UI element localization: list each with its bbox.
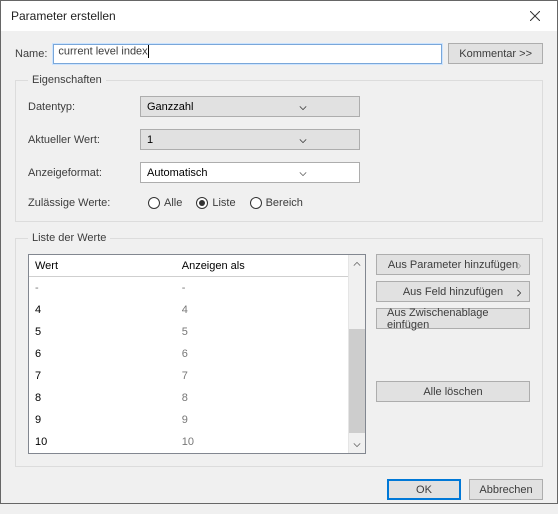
col-header-value[interactable]: Wert — [29, 260, 176, 272]
radio-dot — [196, 197, 208, 209]
chevron-down-icon — [353, 441, 361, 449]
radio-dot — [250, 197, 262, 209]
chevron-right-icon — [515, 288, 523, 296]
cell-value: 9 — [29, 414, 176, 426]
chevron-down-icon — [251, 103, 355, 111]
dialog-footer: OK Abbrechen — [1, 467, 557, 514]
current-value-label: Aktueller Wert: — [28, 134, 140, 146]
current-value-combo[interactable]: 1 — [140, 129, 360, 150]
value-list-legend: Liste der Werte — [28, 232, 110, 244]
table-row[interactable]: -- — [29, 277, 348, 299]
name-input[interactable]: current level index — [53, 44, 442, 64]
cell-value: 10 — [29, 436, 176, 448]
properties-fieldset: Eigenschaften Datentyp: Ganzzahl Aktuell… — [15, 74, 543, 222]
radio-range[interactable]: Bereich — [250, 197, 303, 209]
ok-button[interactable]: OK — [387, 479, 461, 500]
table-row[interactable]: 44 — [29, 299, 348, 321]
value-list-fieldset: Liste der Werte Wert Anzeigen als --4455… — [15, 232, 543, 467]
text-cursor — [148, 45, 149, 58]
value-list-buttons: Aus Parameter hinzufügen Aus Feld hinzuf… — [376, 254, 530, 454]
datatype-combo[interactable]: Ganzzahl — [140, 96, 360, 117]
cell-value: 5 — [29, 326, 176, 338]
table-row[interactable]: 77 — [29, 365, 348, 387]
properties-legend: Eigenschaften — [28, 74, 106, 86]
radio-all[interactable]: Alle — [148, 197, 182, 209]
add-from-parameter-button[interactable]: Aus Parameter hinzufügen — [376, 254, 530, 275]
name-row: Name: current level index Kommentar >> — [15, 43, 543, 64]
name-input-value: current level index — [58, 45, 147, 57]
chevron-up-icon — [353, 260, 361, 268]
datatype-value: Ganzzahl — [147, 101, 251, 113]
dialog-body: Name: current level index Kommentar >> E… — [1, 31, 557, 467]
scroll-up-button[interactable] — [349, 255, 365, 272]
current-value: 1 — [147, 134, 251, 146]
name-label: Name: — [15, 48, 47, 60]
table-row[interactable]: 55 — [29, 321, 348, 343]
cell-display: 8 — [176, 392, 348, 404]
value-grid-inner: Wert Anzeigen als --4455667788991010Hinz… — [29, 255, 348, 453]
radio-range-label: Bereich — [266, 197, 303, 209]
radio-all-label: Alle — [164, 197, 182, 209]
display-format-value: Automatisch — [147, 167, 251, 179]
display-format-label: Anzeigeformat: — [28, 167, 140, 179]
title-bar: Parameter erstellen — [1, 1, 557, 31]
allowed-values-row: Zulässige Werte: Alle Liste Bereich — [28, 197, 530, 209]
cell-display: 5 — [176, 326, 348, 338]
add-from-field-button[interactable]: Aus Feld hinzufügen — [376, 281, 530, 302]
clear-all-button[interactable]: Alle löschen — [376, 381, 530, 402]
cell-value: 6 — [29, 348, 176, 360]
cell-display: 10 — [176, 436, 348, 448]
table-row[interactable]: 88 — [29, 387, 348, 409]
scroll-down-button[interactable] — [349, 436, 365, 453]
button-label: Aus Parameter hinzufügen — [388, 259, 518, 271]
cell-value: - — [29, 282, 176, 294]
properties-grid: Datentyp: Ganzzahl Aktueller Wert: 1 Anz… — [28, 96, 530, 183]
value-list-area: Wert Anzeigen als --4455667788991010Hinz… — [28, 254, 530, 454]
spacer — [376, 335, 530, 375]
table-row[interactable]: 66 — [29, 343, 348, 365]
cell-display: 9 — [176, 414, 348, 426]
window-title: Parameter erstellen — [11, 9, 513, 23]
comment-button[interactable]: Kommentar >> — [448, 43, 543, 64]
value-grid-rows: --4455667788991010Hinzufügen — [29, 277, 348, 453]
cancel-button[interactable]: Abbrechen — [469, 479, 543, 500]
datatype-label: Datentyp: — [28, 101, 140, 113]
paste-button[interactable]: Aus Zwischenablage einfügen — [376, 308, 530, 329]
radio-dot — [148, 197, 160, 209]
scroll-thumb[interactable] — [349, 329, 365, 432]
value-grid-header: Wert Anzeigen als — [29, 255, 348, 277]
radio-list-label: Liste — [212, 197, 235, 209]
scroll-track[interactable] — [349, 272, 365, 436]
cell-value: 8 — [29, 392, 176, 404]
cell-display: 6 — [176, 348, 348, 360]
table-row[interactable]: 1010 — [29, 431, 348, 453]
cell-display: 4 — [176, 304, 348, 316]
button-label: Aus Feld hinzufügen — [403, 286, 503, 298]
cell-display: 7 — [176, 370, 348, 382]
allowed-values-label: Zulässige Werte: — [28, 197, 134, 209]
radio-list[interactable]: Liste — [196, 197, 235, 209]
cell-display: - — [176, 282, 348, 294]
close-button[interactable] — [513, 1, 557, 31]
cell-value: 7 — [29, 370, 176, 382]
chevron-down-icon — [251, 136, 355, 144]
close-icon — [530, 11, 540, 21]
cell-value: 4 — [29, 304, 176, 316]
scrollbar[interactable] — [348, 255, 365, 453]
dialog-window: Parameter erstellen Name: current level … — [0, 0, 558, 504]
chevron-down-icon — [251, 169, 355, 177]
value-grid: Wert Anzeigen als --4455667788991010Hinz… — [28, 254, 366, 454]
table-row[interactable]: 99 — [29, 409, 348, 431]
display-format-combo[interactable]: Automatisch — [140, 162, 360, 183]
chevron-right-icon — [515, 261, 523, 269]
col-header-display[interactable]: Anzeigen als — [176, 260, 348, 272]
